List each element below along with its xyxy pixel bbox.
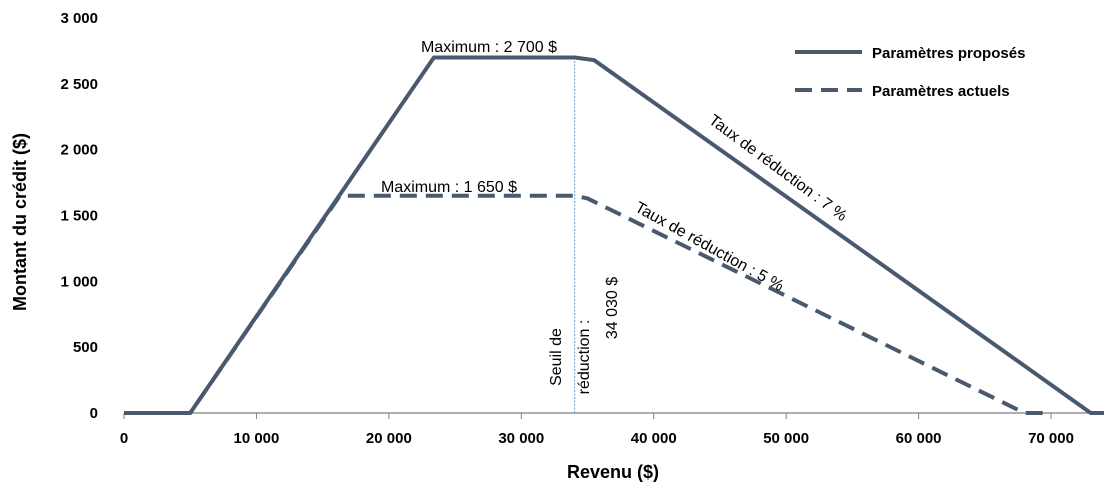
x-tick-label: 70 000 (1028, 430, 1074, 447)
x-tick-label: 50 000 (763, 430, 809, 447)
threshold-label-1: Seuil de (548, 328, 565, 386)
x-tick-label: 20 000 (366, 430, 412, 447)
series-line-proposed (124, 55, 1104, 415)
max-proposed-label: Maximum : 2 700 $ (421, 39, 557, 56)
x-tick-label: 30 000 (498, 430, 544, 447)
max-current-label: Maximum : 1 650 $ (381, 179, 517, 196)
x-tick-label: 60 000 (896, 430, 942, 447)
rate-proposed-label: Taux de réduction : 7 % (705, 112, 850, 225)
y-axis-title: Montant du crédit ($) (10, 133, 30, 311)
x-tick-label: 0 (120, 430, 128, 447)
x-tick-label: 10 000 (233, 430, 279, 447)
series-line-current (124, 193, 1051, 415)
x-tick-label: 40 000 (631, 430, 677, 447)
threshold-label-2: réduction : (576, 320, 593, 395)
y-tick-label: 3 000 (60, 10, 98, 27)
rate-current-label: Taux de réduction : 5 % (632, 199, 786, 295)
y-tick-label: 2 000 (60, 142, 98, 159)
y-tick-label: 0 (90, 405, 98, 422)
x-axis-title: Revenu ($) (567, 462, 659, 482)
threshold-label-3: 34 030 $ (604, 277, 621, 339)
y-tick-label: 2 500 (60, 76, 98, 93)
y-tick-label: 1 500 (60, 208, 98, 225)
legend-label-proposed: Paramètres proposés (872, 45, 1025, 62)
legend-label-current: Paramètres actuels (872, 83, 1010, 100)
y-tick-label: 500 (73, 339, 98, 356)
y-tick-label: 1 000 (60, 273, 98, 290)
